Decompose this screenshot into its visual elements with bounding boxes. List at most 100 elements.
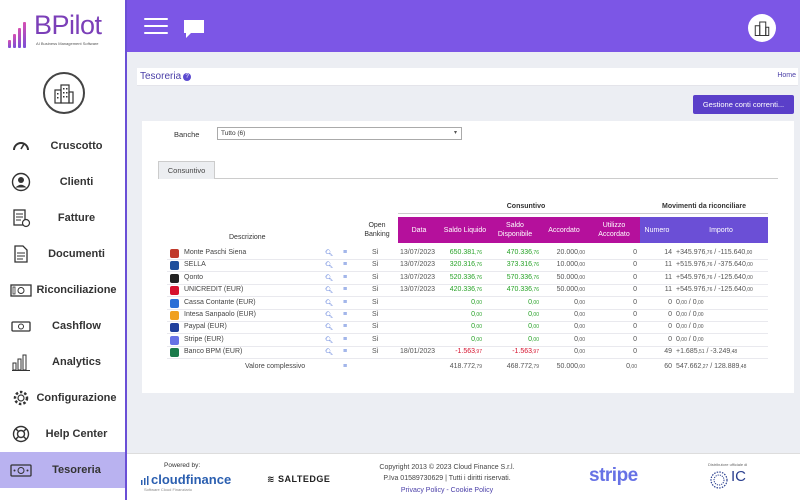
bank-logo-icon bbox=[170, 249, 179, 258]
chat-icon[interactable] bbox=[182, 18, 206, 42]
banche-label: Banche bbox=[174, 130, 200, 139]
search-icon[interactable]: 🔍︎ bbox=[325, 262, 334, 270]
divider bbox=[398, 213, 768, 214]
saldo-disponibile-value: 0,00 bbox=[528, 335, 539, 343]
accordato-value: 10.000,00 bbox=[556, 261, 585, 269]
saldo-liquido-value: 0,00 bbox=[471, 311, 482, 318]
building-icon bbox=[54, 84, 74, 104]
sidebar-item-label: Cashflow bbox=[52, 320, 101, 332]
sidebar-item-fatture[interactable]: Fatture bbox=[0, 200, 125, 236]
search-icon[interactable]: 🔍︎ bbox=[325, 336, 334, 344]
saldo-liquido-value: 520.336,76 bbox=[449, 273, 482, 281]
sidebar-item-riconciliazione[interactable]: Riconciliazione bbox=[0, 272, 125, 308]
col-header-open-banking: Open Banking bbox=[364, 222, 390, 238]
open-banking-value: Sì bbox=[372, 311, 379, 318]
list-icon[interactable]: ≡ bbox=[343, 249, 348, 256]
sidebar-item-cashflow[interactable]: Cashflow bbox=[0, 308, 125, 344]
search-icon[interactable]: 🔍︎ bbox=[325, 250, 334, 257]
saldo-liquido-value: 0,00 bbox=[471, 298, 482, 306]
open-banking-value: Sì bbox=[372, 348, 379, 356]
sidebar-item-configurazione[interactable]: Configurazione bbox=[0, 380, 125, 416]
utilizzo-value: 0 bbox=[633, 261, 637, 269]
sidebar-item-label: Cruscotto bbox=[50, 140, 103, 152]
bank-logo-icon bbox=[170, 261, 179, 271]
date-value: 13/07/2023 bbox=[400, 286, 436, 294]
sidebar-item-cruscotto[interactable]: Cruscotto bbox=[0, 128, 125, 164]
cloudfinance-subtitle: Software Cloud Finanziario bbox=[144, 487, 193, 492]
cloudfinance-logo[interactable]: cloudfinance bbox=[141, 472, 231, 487]
saldo-liquido-value: 650.381,76 bbox=[449, 249, 482, 256]
banche-select[interactable]: Tutto (6) ▾ bbox=[217, 127, 462, 140]
app-logo[interactable]: BPilot AI Business Management Software bbox=[8, 10, 120, 52]
sidebar-item-clienti[interactable]: Clienti bbox=[0, 164, 125, 200]
accordato-value: 0,00 bbox=[574, 298, 585, 306]
list-icon[interactable]: ≡ bbox=[343, 298, 348, 306]
search-icon[interactable]: 🔍︎ bbox=[325, 312, 334, 319]
bank-logo-icon bbox=[170, 298, 179, 308]
open-banking-value: Sì bbox=[372, 273, 379, 281]
table-row: SELLA 🔍︎ ≡ Sì 13/07/2023 320.316,76 373.316,76… bbox=[167, 260, 768, 273]
building-icon bbox=[754, 21, 770, 36]
list-icon[interactable]: ≡ bbox=[343, 348, 348, 356]
saldo-disponibile-value: 0,00 bbox=[528, 311, 539, 318]
list-icon[interactable]: ≡ bbox=[343, 335, 348, 343]
ic-logo[interactable]: Distributore ufficiale di IC bbox=[703, 462, 751, 494]
table-row: Paypal (EUR) 🔍︎ ≡ Sì 0,00 0,00 0,00 0 0 0,00 / 0,… bbox=[167, 322, 768, 335]
bank-name: Monte Paschi Siena bbox=[184, 249, 247, 256]
accordato-value: 0,00 bbox=[574, 348, 585, 356]
importo-value: +515.976,76 / -375.640,00 bbox=[676, 261, 753, 269]
gestione-conti-button[interactable]: Gestione conti correnti... bbox=[693, 95, 794, 114]
tab-consuntivo[interactable]: Consuntivo bbox=[158, 161, 215, 179]
page-header: Tesoreria? Home bbox=[137, 68, 798, 86]
search-icon[interactable]: 🔍︎ bbox=[325, 349, 334, 357]
numero-value: 0 bbox=[668, 298, 672, 306]
accordato-value: 0,00 bbox=[574, 323, 585, 331]
bank-logo-icon bbox=[170, 335, 179, 345]
open-banking-value: Sì bbox=[372, 323, 379, 331]
breadcrumb-home[interactable]: Home bbox=[777, 72, 796, 79]
user-avatar[interactable] bbox=[748, 14, 776, 42]
numero-value: 0 bbox=[668, 311, 672, 318]
utilizzo-value: 0 bbox=[633, 323, 637, 331]
search-icon[interactable]: 🔍︎ bbox=[325, 287, 334, 295]
list-icon[interactable]: ≡ bbox=[343, 261, 348, 269]
search-icon[interactable]: 🔍︎ bbox=[325, 299, 334, 307]
date-value: 13/07/2023 bbox=[400, 273, 436, 281]
importo-value: 0,00 / 0,00 bbox=[676, 323, 704, 331]
stripe-logo[interactable]: stripe bbox=[589, 465, 638, 486]
utilizzo-value: 0 bbox=[633, 348, 637, 356]
sidebar-item-label: Help Center bbox=[45, 428, 108, 440]
search-icon[interactable]: 🔍︎ bbox=[325, 274, 334, 282]
sidebar-menu: Cruscotto Clienti Fatture Documenti Rico… bbox=[0, 128, 125, 488]
list-icon[interactable]: ≡ bbox=[343, 363, 348, 370]
menu-toggle-icon[interactable] bbox=[144, 18, 168, 34]
totals-row: Valore complessivo ≡ 418.772,79 468.772,… bbox=[167, 362, 768, 376]
sidebar-item-analytics[interactable]: Analytics bbox=[0, 344, 125, 380]
saltedge-logo[interactable]: ≋ SALTEDGE bbox=[267, 474, 331, 484]
importo-value: +545.976,76 / -125.640,00 bbox=[676, 286, 753, 294]
list-icon[interactable]: ≡ bbox=[343, 286, 348, 294]
total-importo: 547.662,27 / 128.889,48 bbox=[676, 363, 747, 370]
importo-value: +345.976,76 / -115.640,00 bbox=[676, 249, 753, 256]
chevron-down-icon: ▾ bbox=[453, 130, 457, 136]
list-icon[interactable]: ≡ bbox=[343, 323, 348, 331]
search-icon[interactable]: 🔍︎ bbox=[325, 324, 334, 332]
gear-icon bbox=[10, 387, 32, 409]
col-header-data: Data bbox=[398, 217, 440, 243]
top-bar bbox=[127, 0, 800, 52]
sidebar-item-documenti[interactable]: Documenti bbox=[0, 236, 125, 272]
privacy-cookie-link[interactable]: Privacy Policy - Cookie Policy bbox=[400, 487, 494, 494]
group-header-consuntivo: Consuntivo bbox=[506, 203, 546, 210]
sidebar-item-help-center[interactable]: Help Center bbox=[0, 416, 125, 452]
list-icon[interactable]: ≡ bbox=[343, 311, 348, 318]
saldo-disponibile-value: 0,00 bbox=[528, 323, 539, 331]
help-icon[interactable]: ? bbox=[183, 73, 192, 81]
total-numero: 60 bbox=[664, 363, 672, 370]
list-icon[interactable]: ≡ bbox=[343, 273, 348, 281]
bank-logo-icon bbox=[170, 348, 179, 358]
sidebar-item-tesoreria[interactable]: Tesoreria bbox=[0, 452, 125, 488]
table-row: Cassa Contante (EUR) 🔍︎ ≡ Sì 0,00 0,00 0,00 0 0 0… bbox=[167, 298, 768, 310]
company-avatar[interactable] bbox=[43, 72, 85, 114]
bar-chart-icon bbox=[10, 351, 32, 373]
table-row: Intesa Sanpaolo (EUR) 🔍︎ ≡ Sì 0,00 0,00 0,00 0 0… bbox=[167, 310, 768, 322]
